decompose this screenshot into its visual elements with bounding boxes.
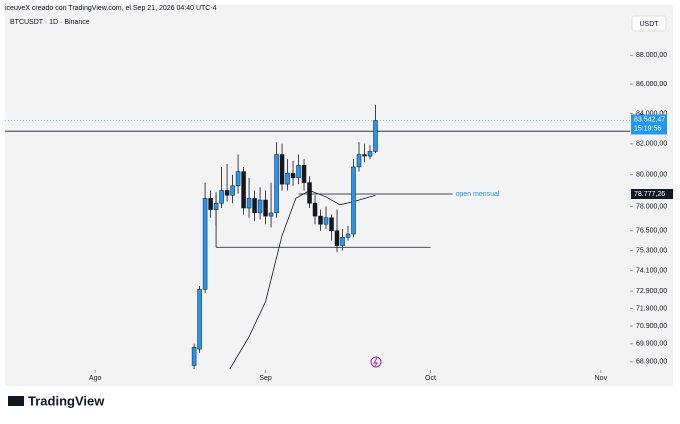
- x-tick-label: Nov: [595, 375, 608, 382]
- event-icon[interactable]: [370, 356, 382, 368]
- candle-body: [296, 165, 301, 179]
- candle-body: [318, 215, 323, 225]
- candle-body: [290, 172, 296, 179]
- chart-panel: [5, 5, 673, 386]
- last-price-label: 83.542,47: [634, 116, 665, 123]
- candle-body: [208, 198, 213, 210]
- y-tick-label: 71.900,00: [636, 305, 667, 312]
- event-bolt: [373, 357, 378, 367]
- candle-body: [362, 154, 367, 157]
- open-mensual-text: open mensual: [455, 191, 499, 198]
- y-tick-label: 88.000,00: [636, 52, 667, 59]
- candle-body: [268, 212, 274, 217]
- x-tick-label: Oct: [425, 375, 436, 382]
- candle-body: [274, 154, 279, 214]
- candle-body: [307, 182, 312, 204]
- candle-body: [191, 347, 197, 366]
- candle-body: [334, 230, 340, 246]
- candle-body: [301, 165, 307, 183]
- currency-box[interactable]: [631, 15, 667, 32]
- open-mensual-tag: [631, 189, 673, 200]
- candle-body: [197, 289, 202, 350]
- moving-average: [229, 190, 376, 370]
- candle-body: [202, 198, 208, 290]
- y-tick-label: 76.500,00: [636, 228, 667, 235]
- y-tick-label: 74.100,00: [636, 268, 667, 275]
- candle-body: [246, 198, 252, 209]
- y-tick-label: 80.000,00: [636, 172, 667, 179]
- candle-body: [219, 190, 224, 204]
- y-tick-label: 78.000,00: [636, 203, 667, 210]
- candle-body: [345, 233, 351, 238]
- candle-body: [285, 172, 290, 185]
- logo-mark: [8, 396, 24, 406]
- currency[interactable]: USDT: [639, 21, 659, 28]
- symbol-title: BTCUSDT · 1D · Binance: [10, 19, 90, 26]
- candle-body: [230, 185, 235, 196]
- x-tick-label: Ago: [89, 375, 102, 382]
- candle-body: [329, 217, 334, 232]
- candle-body: [367, 151, 373, 157]
- y-tick-label: 84.000,00: [636, 110, 667, 117]
- candle-body: [340, 237, 345, 246]
- candle-body: [257, 199, 263, 214]
- candle-body: [213, 202, 219, 210]
- candle-body: [241, 171, 246, 209]
- y-tick-label: 86.000,00: [636, 81, 667, 88]
- y-tick-label: 72.900,00: [636, 288, 667, 295]
- countdown: 15:19:56: [634, 125, 661, 132]
- y-tick-label: 75.300,00: [636, 247, 667, 254]
- logo: TradingView: [28, 393, 105, 408]
- y-tick-label: 82.000,00: [636, 141, 667, 148]
- candle-body: [252, 198, 257, 214]
- y-tick-label: 69.900,00: [636, 341, 667, 348]
- candle-body: [323, 217, 329, 225]
- candle-body: [279, 154, 285, 185]
- y-tick-label: 70.900,00: [636, 323, 667, 330]
- credit: iceuveX creado con TradingView.com, el S…: [5, 5, 217, 12]
- open-mensual-label: 78.777,26: [634, 191, 665, 198]
- candle-body: [312, 202, 318, 217]
- candle-body: [224, 190, 230, 196]
- candle-body: [235, 171, 241, 186]
- candle-body: [356, 154, 362, 168]
- candle-body: [263, 199, 268, 217]
- y-tick-label: 68.900,00: [636, 359, 667, 366]
- candle-body: [351, 166, 356, 235]
- last-price-tag: [631, 114, 667, 135]
- x-tick-label: Sep: [259, 375, 272, 382]
- candle-body: [373, 120, 378, 152]
